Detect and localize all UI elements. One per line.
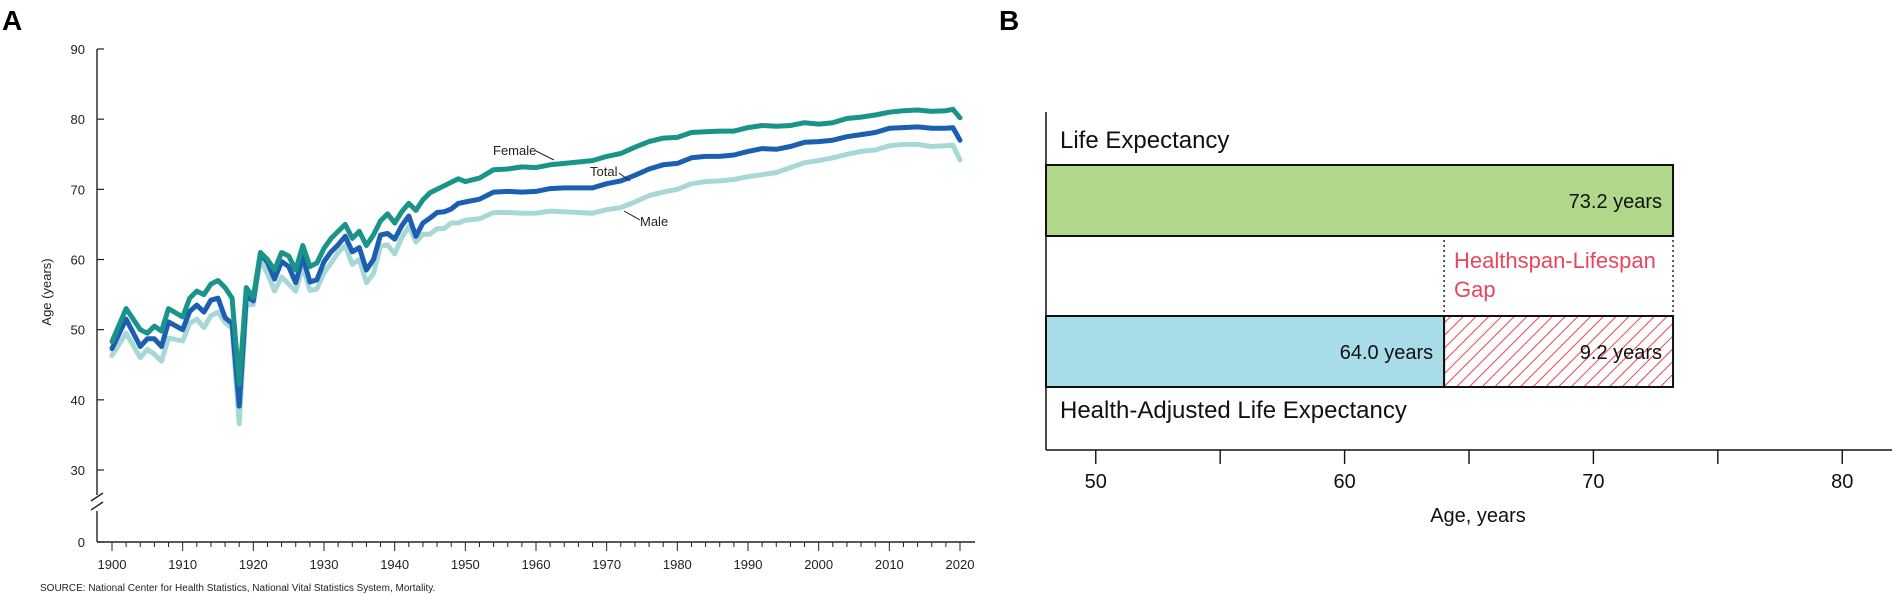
x-tick-label: 60: [1333, 471, 1355, 493]
y-tick-label: 60: [71, 253, 85, 268]
panel-label-a: A: [2, 5, 22, 36]
series-leader-female: [535, 150, 555, 161]
gap-label-line2: Gap: [1454, 277, 1496, 302]
x-tick-label: 1970: [592, 557, 621, 572]
panel-label-b: B: [999, 5, 1019, 36]
life-expectancy-line-chart: A Age (years) 0 30 40 50 60 70 80 90 1900 1910 192…: [2, 5, 975, 594]
y-tick-label: 0: [78, 535, 85, 550]
y-tick-label: 40: [71, 393, 85, 408]
series-label-total: Total: [590, 164, 618, 179]
x-tick-label: 70: [1582, 471, 1604, 493]
bar-life-expectancy: [1045, 164, 1675, 237]
y-axis-break-mark: [90, 492, 104, 502]
x-tick-label: 1930: [310, 557, 339, 572]
x-tick-label: 50: [1085, 471, 1107, 493]
bar-name-health-adjusted: Health-Adjusted Life Expectancy: [1060, 397, 1407, 424]
series-label-male: Male: [640, 214, 668, 229]
y-tick-label: 30: [71, 463, 85, 478]
y-axis-label: Age (years): [39, 258, 54, 325]
x-tick-label: 2020: [946, 557, 975, 572]
x-tick-label: 1990: [734, 557, 763, 572]
bar-value-life-expectancy: 73.2 years: [1569, 191, 1662, 213]
x-tick-label: 1980: [663, 557, 692, 572]
x-tick-label: 1940: [380, 557, 409, 572]
x-tick-label: 2000: [804, 557, 833, 572]
x-tick-label: 1950: [451, 557, 480, 572]
series-leader-total: [618, 172, 631, 182]
bar-name-life-expectancy: Life Expectancy: [1060, 127, 1229, 154]
bar-value-gap: 9.2 years: [1580, 342, 1662, 364]
series-line-female: [109, 106, 963, 387]
source-note: SOURCE: National Center for Health Stati…: [40, 583, 435, 594]
x-tick-label: 1920: [239, 557, 268, 572]
x-tick-label: 1910: [168, 557, 197, 572]
series-leader-male: [623, 210, 641, 221]
gap-label-line1: Healthspan-Lifespan: [1454, 248, 1656, 273]
y-axis-break-mark: [90, 501, 104, 511]
x-tick-label: 1900: [98, 557, 127, 572]
series-label-female: Female: [493, 143, 536, 158]
y-tick-label: 50: [71, 323, 85, 338]
x-axis-label: Age, years: [1430, 505, 1526, 527]
y-tick-label: 90: [71, 42, 85, 57]
series-line-total: [109, 124, 963, 409]
healthspan-gap-bar-chart: B 50 60 70 80 73.2 years 64.0 years 9.2 years…: [999, 5, 1892, 527]
y-tick-label: 70: [71, 182, 85, 197]
y-tick-label: 80: [71, 112, 85, 127]
x-tick-label: 1960: [522, 557, 551, 572]
bar-healthspan-gap: [1443, 315, 1675, 388]
bar-health-adjusted: [1045, 315, 1446, 388]
x-tick-label: 80: [1831, 471, 1853, 493]
bar-value-health-adjusted: 64.0 years: [1340, 342, 1433, 364]
x-tick-label: 2010: [875, 557, 904, 572]
